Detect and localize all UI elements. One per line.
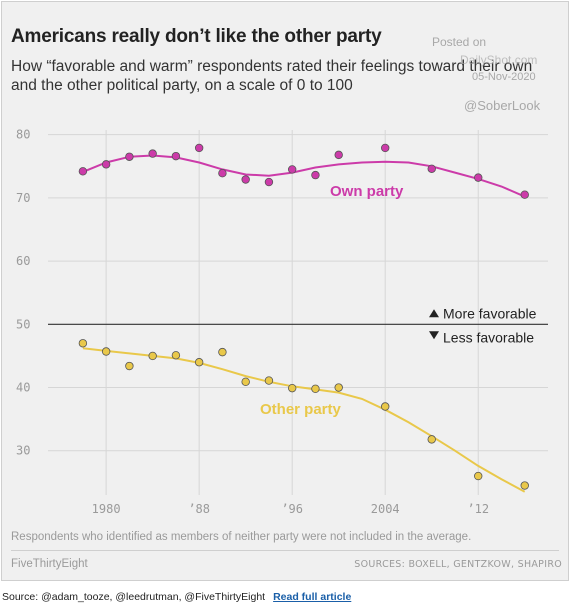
data-point: [241, 377, 250, 387]
data-point: [148, 351, 157, 361]
up-triangle-icon: [429, 309, 439, 318]
data-point: [171, 151, 181, 161]
data-point: [427, 435, 436, 444]
chart-card: Americans really don’t like the other pa…: [1, 1, 569, 581]
data-point: [474, 471, 483, 481]
data-point: [101, 347, 111, 356]
x-tick-label: 2004: [371, 502, 400, 516]
brand-label: FiveThirtyEight: [11, 558, 88, 570]
data-point: [381, 402, 390, 411]
watermark-site: DailyShot.com: [460, 53, 538, 67]
data-point: [311, 384, 320, 393]
trend-line: [82, 347, 526, 493]
data-point: [264, 177, 274, 187]
y-tick-label: 80: [16, 128, 30, 142]
watermark-handle: @SoberLook: [464, 98, 541, 113]
read-full-article-link[interactable]: Read full article: [273, 591, 352, 603]
data-point: [171, 351, 181, 360]
footer-divider: [11, 550, 559, 551]
data-point: [311, 170, 320, 180]
data-point: [78, 339, 88, 348]
chart-subtitle: How “favorable and warm” respondents rat…: [11, 58, 533, 94]
source-credit: Source: @adam_tooze, @leedrutman, @FiveT…: [2, 591, 351, 603]
data-point: [218, 169, 227, 178]
data-point: [287, 165, 297, 174]
y-tick-label: 50: [16, 317, 30, 331]
down-triangle-icon: [429, 331, 439, 340]
x-tick-label: ’12: [467, 502, 489, 516]
y-tick-label: 60: [16, 254, 30, 268]
data-point: [474, 173, 483, 182]
credit-text: Source: @adam_tooze, @leedrutman, @FiveT…: [2, 591, 266, 603]
x-tick-label: ’96: [281, 502, 303, 516]
trend-line: [82, 154, 526, 198]
data-point: [287, 383, 297, 393]
data-point: [427, 164, 436, 173]
data-point: [264, 376, 274, 385]
data-point: [101, 160, 111, 169]
sources-label: SOURCES: BOXELL, GENTZKOW, SHAPIRO: [354, 559, 562, 570]
series-label: Other party: [260, 401, 342, 418]
data-point: [78, 167, 88, 176]
data-point: [125, 152, 134, 161]
data-point: [520, 190, 529, 199]
data-point: [148, 149, 157, 158]
data-point: [334, 150, 343, 160]
data-point: [241, 175, 250, 184]
data-point: [194, 358, 204, 367]
x-tick-label: ’88: [188, 502, 210, 516]
data-point: [194, 143, 204, 153]
y-tick-label: 40: [16, 381, 30, 395]
data-point: [381, 143, 390, 153]
x-tick-label: 1980: [92, 502, 121, 516]
more-favorable-label: More favorable: [443, 305, 537, 321]
watermark-date: 05-Nov-2020: [472, 71, 536, 83]
chart-title: Americans really don’t like the other pa…: [11, 26, 382, 47]
y-tick-label: 30: [16, 444, 30, 458]
y-tick-label: 70: [16, 191, 30, 205]
chart-plot: 30 40 50 60 70 80 1980 ’88 ’96 2004 ’12 More favora…: [16, 128, 548, 516]
series-label: Own party: [330, 183, 404, 200]
watermark-posted: Posted on: [432, 35, 487, 49]
data-point: [520, 481, 529, 490]
data-point: [334, 383, 343, 392]
data-point: [218, 347, 227, 357]
chart-footnote: Respondents who identified as members of…: [11, 531, 472, 543]
data-point: [125, 361, 134, 371]
less-favorable-label: Less favorable: [443, 329, 534, 345]
